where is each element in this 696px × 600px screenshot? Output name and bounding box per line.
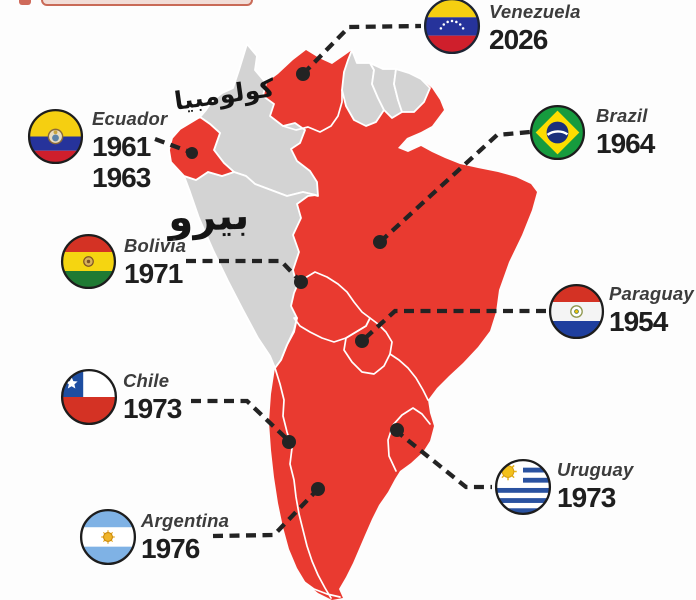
country-suriname — [369, 62, 403, 119]
country-name-uruguay: Uruguay — [557, 459, 634, 480]
callout-line-uruguay — [393, 428, 492, 490]
callout-line-ecuador — [154, 136, 191, 155]
coup-year-venezuela: 2026 — [489, 24, 548, 55]
coup-year-argentina: 1976 — [141, 533, 200, 564]
uruguay-flag-icon — [494, 458, 552, 516]
border-venezuela-brazil — [282, 89, 343, 133]
coup-year-ecuador-2: 1963 — [92, 162, 151, 193]
paraguay-flag-icon — [548, 283, 606, 341]
callout-ecuador: Ecuador 1961 1963 — [92, 108, 167, 192]
border-uruguay — [387, 407, 431, 472]
callout-argentina: Argentina 1976 — [141, 510, 229, 563]
map-dot-argentina — [311, 482, 325, 496]
map-dot-ecuador — [186, 147, 198, 159]
country-name-chile: Chile — [123, 370, 170, 391]
callout-bolivia: Bolivia 1971 — [124, 235, 186, 288]
coup-year-brazil: 1964 — [596, 128, 655, 159]
country-peru — [183, 171, 317, 369]
callout-line-chile — [191, 398, 291, 443]
coup-year-paraguay: 1954 — [609, 306, 668, 337]
top-banner — [41, 0, 253, 6]
border-chile-argentina — [274, 367, 332, 599]
country-name-venezuela: Venezuela — [489, 1, 581, 22]
ecuador-flag-icon — [27, 108, 85, 166]
country-ecuador — [168, 115, 236, 181]
map-dot-chile — [282, 435, 296, 449]
callout-line-venezuela — [301, 23, 422, 76]
chile-flag-icon — [60, 368, 118, 426]
country-french-guiana — [393, 68, 431, 113]
callout-line-argentina — [212, 487, 320, 539]
coup-year-chile: 1973 — [123, 393, 182, 424]
map-dot-venezuela — [296, 67, 310, 81]
callout-paraguay: Paraguay 1954 — [609, 283, 694, 336]
country-name-bolivia: Bolivia — [124, 235, 187, 256]
coup-year-uruguay: 1973 — [557, 482, 616, 513]
border-bolivia-chile — [274, 317, 298, 369]
coup-year-ecuador-1: 1961 — [92, 131, 151, 162]
map-dot-paraguay — [355, 334, 369, 348]
callout-brazil: Brazil 1964 — [596, 105, 655, 159]
map-dot-bolivia — [294, 275, 308, 289]
country-name-ecuador: Ecuador — [92, 108, 168, 129]
brazil-flag-icon — [529, 104, 587, 162]
border-argentina-brazil — [389, 353, 429, 401]
strait-of-magellan — [302, 580, 341, 598]
country-name-brazil: Brazil — [596, 105, 648, 126]
venezuela-flag-icon — [423, 0, 481, 55]
callout-chile: Chile 1973 — [123, 370, 182, 424]
border-paraguay — [343, 317, 393, 375]
callout-venezuela: Venezuela 2026 — [489, 1, 581, 54]
map-dot-brazil — [373, 235, 387, 249]
coup-year-bolivia: 1971 — [124, 258, 183, 289]
callout-line-brazil — [378, 129, 531, 244]
callout-uruguay: Uruguay 1973 — [557, 459, 633, 512]
bolivia-flag-icon — [60, 233, 118, 291]
argentina-flag-icon — [79, 508, 137, 566]
country-name-argentina: Argentina — [141, 510, 230, 531]
top-banner-chip — [19, 0, 31, 5]
callout-line-paraguay — [360, 308, 546, 343]
map-dot-uruguay — [390, 423, 404, 437]
country-name-paraguay: Paraguay — [609, 283, 694, 304]
